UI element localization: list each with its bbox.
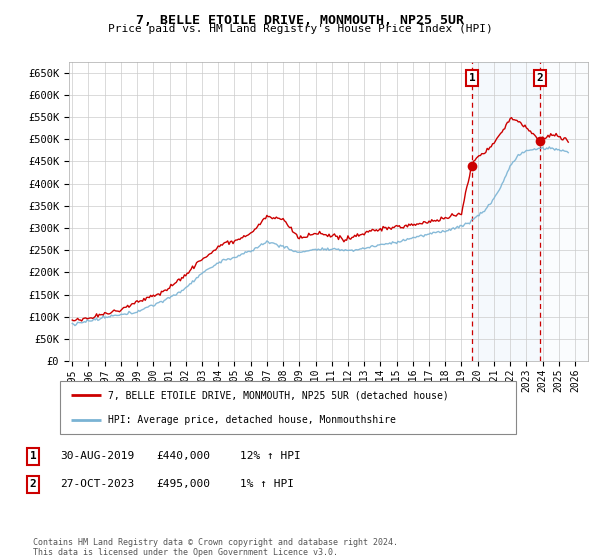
Text: £495,000: £495,000 <box>156 479 210 489</box>
Text: 2: 2 <box>536 73 543 83</box>
Text: Price paid vs. HM Land Registry's House Price Index (HPI): Price paid vs. HM Land Registry's House … <box>107 24 493 34</box>
Bar <box>472 62 540 361</box>
Text: HPI: Average price, detached house, Monmouthshire: HPI: Average price, detached house, Monm… <box>108 414 396 424</box>
Bar <box>540 62 588 361</box>
Text: 1: 1 <box>29 451 37 461</box>
Text: £440,000: £440,000 <box>156 451 210 461</box>
Text: 27-OCT-2023: 27-OCT-2023 <box>60 479 134 489</box>
Text: 2: 2 <box>29 479 37 489</box>
FancyBboxPatch shape <box>60 381 516 434</box>
Text: 1% ↑ HPI: 1% ↑ HPI <box>240 479 294 489</box>
Text: 7, BELLE ETOILE DRIVE, MONMOUTH, NP25 5UR (detached house): 7, BELLE ETOILE DRIVE, MONMOUTH, NP25 5U… <box>108 390 449 400</box>
Text: 7, BELLE ETOILE DRIVE, MONMOUTH, NP25 5UR: 7, BELLE ETOILE DRIVE, MONMOUTH, NP25 5U… <box>136 14 464 27</box>
Text: 30-AUG-2019: 30-AUG-2019 <box>60 451 134 461</box>
Text: 1: 1 <box>469 73 476 83</box>
Text: 12% ↑ HPI: 12% ↑ HPI <box>240 451 301 461</box>
Text: Contains HM Land Registry data © Crown copyright and database right 2024.
This d: Contains HM Land Registry data © Crown c… <box>33 538 398 557</box>
